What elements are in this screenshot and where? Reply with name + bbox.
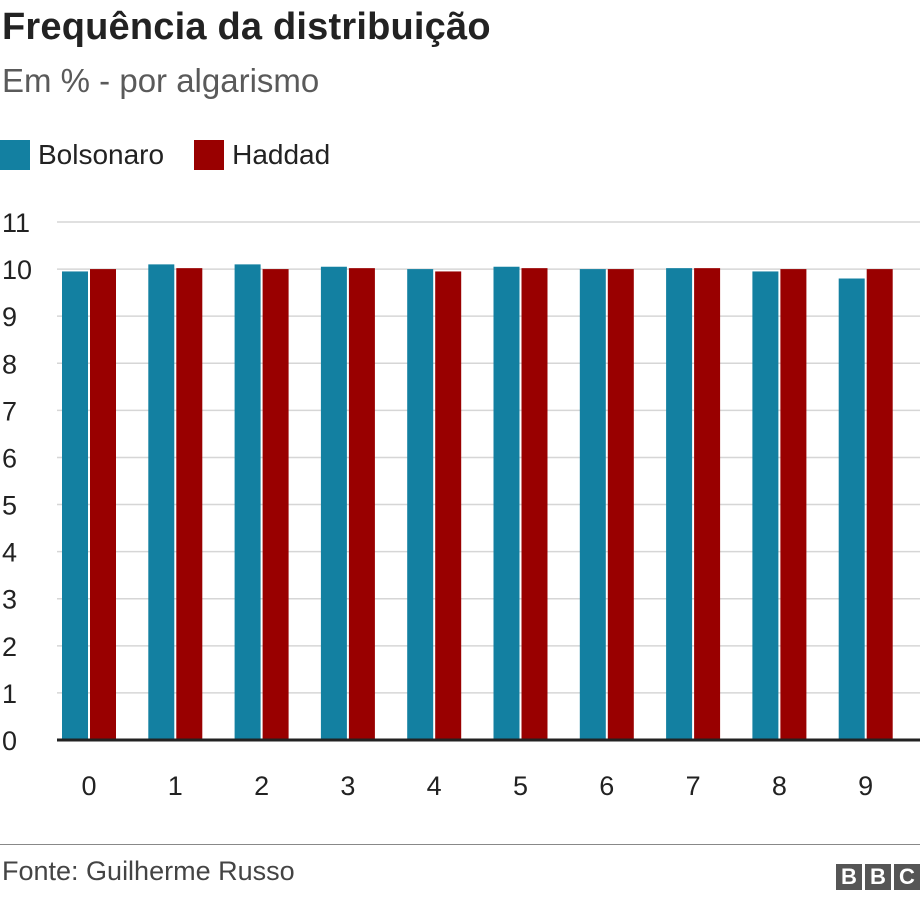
legend-item-haddad: Haddad: [194, 139, 330, 171]
bar-haddad: [780, 269, 807, 740]
x-tick-label: 5: [513, 771, 528, 801]
x-tick-label: 1: [168, 771, 183, 801]
bar-chart: 0 1 2 3 4 5 6 7 8 9 10 11 0 1 2 3 4 5 6 7 8 9: [2, 208, 920, 801]
y-tick-label: 11: [2, 208, 30, 238]
y-tick-label: 10: [2, 255, 32, 285]
bbc-logo: B B C: [833, 864, 920, 890]
bar-haddad: [435, 271, 462, 740]
source-divider: [0, 844, 920, 845]
y-tick-label: 7: [2, 396, 17, 426]
y-tick-label: 3: [2, 585, 17, 615]
legend-swatch-bolsonaro: [0, 140, 30, 170]
bar-bolsonaro: [320, 266, 347, 740]
bar-haddad: [90, 269, 116, 740]
bar-bolsonaro: [234, 264, 261, 740]
x-tick-label: 3: [340, 771, 355, 801]
y-tick-label: 0: [2, 726, 17, 756]
bar-bolsonaro: [666, 268, 693, 740]
y-tick-label: 5: [2, 491, 17, 521]
bar-bolsonaro: [838, 278, 865, 740]
bar-haddad: [607, 269, 634, 740]
y-tick-label: 8: [2, 349, 17, 379]
bbc-logo-letter: C: [894, 864, 920, 890]
legend-label-haddad: Haddad: [232, 139, 331, 170]
chart-subtitle: Em % - por algarismo: [2, 62, 320, 99]
y-tick-label: 6: [2, 443, 17, 473]
legend-label-bolsonaro: Bolsonaro: [38, 139, 165, 170]
y-tick-label: 9: [2, 302, 17, 332]
bar-bolsonaro: [407, 269, 434, 740]
bbc-logo-letter: B: [836, 864, 862, 890]
bar-bolsonaro: [62, 271, 88, 740]
bar-haddad: [694, 268, 721, 740]
bar-haddad: [262, 269, 289, 740]
x-tick-label: 4: [427, 771, 442, 801]
legend: Bolsonaro Haddad: [0, 138, 360, 172]
y-tick-label: 2: [2, 632, 17, 662]
bar-bolsonaro: [148, 264, 175, 740]
x-tick-label: 6: [599, 771, 614, 801]
bar-haddad: [176, 268, 203, 740]
bar-bolsonaro: [752, 271, 779, 740]
bar-haddad: [348, 268, 375, 740]
legend-swatch-haddad: [194, 140, 225, 170]
x-tick-label: 2: [254, 771, 269, 801]
chart-title: Frequência da distribuição: [2, 6, 491, 48]
x-tick-label: 0: [81, 771, 96, 801]
bar-haddad: [866, 269, 893, 740]
y-tick-label: 4: [2, 538, 17, 568]
x-tick-label: 8: [772, 771, 787, 801]
y-tick-label: 1: [2, 679, 17, 709]
bar-bolsonaro: [579, 269, 606, 740]
x-tick-label: 7: [686, 771, 701, 801]
x-tick-label: 9: [858, 771, 873, 801]
source-note: Fonte: Guilherme Russo: [2, 856, 295, 886]
bar-haddad: [521, 268, 548, 740]
bbc-logo-letter: B: [865, 864, 891, 890]
legend-item-bolsonaro: Bolsonaro: [0, 139, 164, 171]
bar-bolsonaro: [493, 266, 520, 740]
